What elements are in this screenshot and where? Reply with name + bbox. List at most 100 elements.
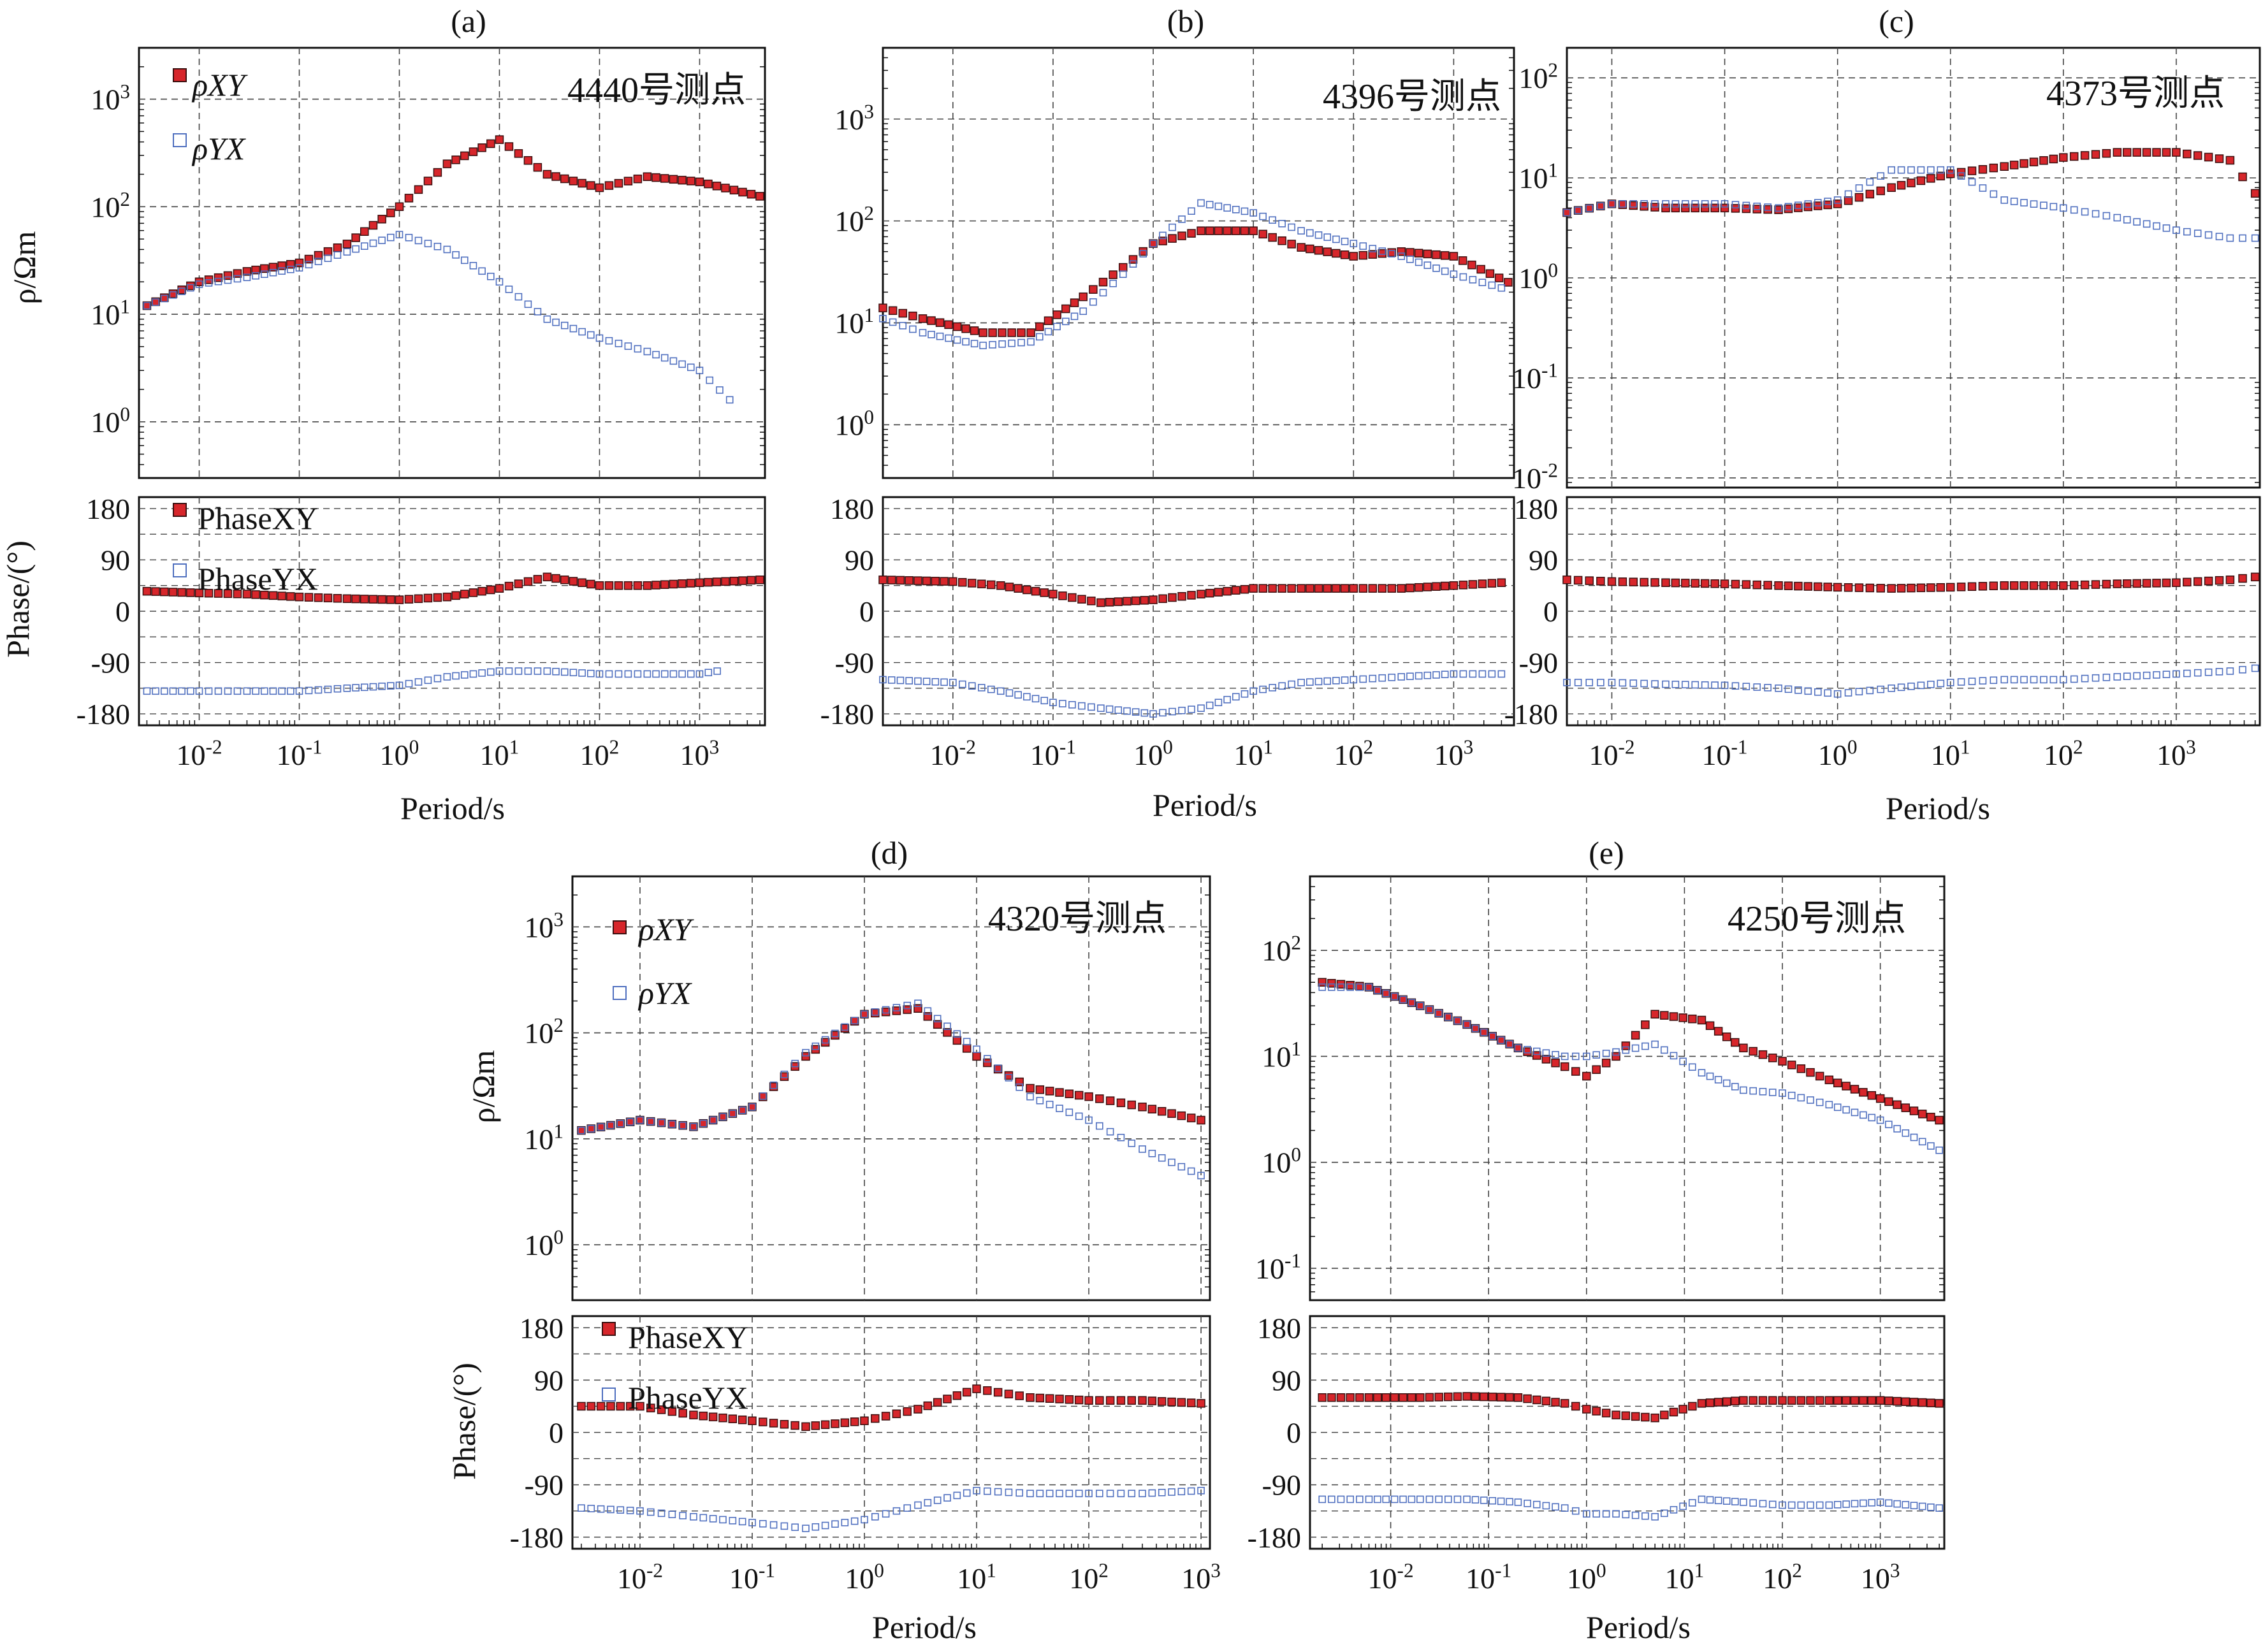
- phase-xy-point: [718, 1413, 727, 1423]
- rho-xy-point: [1105, 1096, 1115, 1105]
- rho-tick-label: 102: [834, 202, 874, 237]
- phase-xy-point: [708, 1412, 718, 1421]
- rho-yx-point: [1825, 1101, 1833, 1109]
- rho-yx-point: [478, 267, 486, 275]
- legend-xy-marker: [613, 920, 627, 934]
- phase-yx-point: [1397, 673, 1406, 681]
- phase-yx-point: [1532, 1500, 1541, 1509]
- panel-b: (b) 4396号测点 Period/s: [1153, 3, 1501, 823]
- phase-xy-point: [1077, 595, 1086, 604]
- rho-yx-point: [187, 284, 194, 292]
- rho-xy-point: [1629, 201, 1638, 210]
- phase-xy-point: [1140, 596, 1149, 605]
- rho-xy-point: [1722, 1032, 1731, 1041]
- phase-xy-point: [881, 1412, 891, 1421]
- rho-yx-point: [143, 301, 151, 310]
- rho-yx-point: [1148, 1150, 1156, 1157]
- rho-xy-point: [1989, 163, 1998, 173]
- rho-xy-point: [2009, 161, 2019, 170]
- phase-yx-point: [1187, 1487, 1195, 1495]
- phase-yx-point: [2215, 668, 2223, 676]
- rho-xy-point: [898, 308, 908, 318]
- phase-xy-point: [2000, 581, 2009, 590]
- phase-xy-point: [1794, 581, 1803, 591]
- rho-tick-label: 102: [1518, 59, 1558, 94]
- rho-yx-point: [1689, 1063, 1696, 1071]
- phase-yx-point: [1197, 704, 1205, 712]
- rho-xy-point: [606, 1120, 615, 1130]
- phase-xy-point: [1432, 582, 1441, 591]
- phase-yx-point: [1139, 1489, 1146, 1498]
- panel-d-legend: ρXY ρYX PhaseXY PhaseYX: [602, 911, 748, 1416]
- rho-yx-point: [1779, 1089, 1786, 1097]
- phase-yx-point: [669, 670, 678, 678]
- rho-yx-point: [963, 1038, 971, 1046]
- phase-yx-point: [1918, 1502, 1926, 1511]
- rho-yx-point: [552, 318, 560, 326]
- rho-yx-point: [979, 342, 987, 349]
- phase-yx-point: [1488, 1496, 1497, 1505]
- rho-xy-point: [1763, 205, 1772, 214]
- rho-xy-point: [1884, 1097, 1893, 1106]
- rho-yx-point: [1056, 1105, 1063, 1112]
- phase-xy-point: [1340, 584, 1350, 593]
- phase-yx-point: [1640, 679, 1648, 688]
- phase-yx-point: [1388, 674, 1396, 681]
- phase-xy-point: [1364, 1393, 1374, 1402]
- rho-xy-point: [1098, 277, 1108, 287]
- phase-xy-point: [687, 579, 695, 588]
- phase-xy-point: [1186, 1398, 1196, 1407]
- phase-yx-point: [160, 687, 168, 695]
- rho-tick-label: 10-2: [1512, 459, 1558, 494]
- phase-xy-point: [1629, 577, 1638, 586]
- panel-a-xlabel: Period/s: [400, 790, 505, 826]
- phase-yx-point: [1435, 1495, 1443, 1503]
- rho-yx-point: [1714, 1076, 1722, 1083]
- phase-tick-label: 0: [859, 595, 874, 628]
- phase-yx-point: [1278, 682, 1286, 690]
- rho-yx-point: [169, 291, 177, 299]
- phase-yx-point: [1177, 1488, 1186, 1496]
- phase-xy-point: [1453, 1392, 1462, 1402]
- rho-yx-point: [953, 1030, 961, 1038]
- rho-xy-point: [1004, 1071, 1014, 1080]
- phase-xy-point: [820, 1420, 830, 1430]
- rho-yx-point: [1917, 166, 1925, 174]
- phase-xy-point: [160, 587, 169, 597]
- phase-xy-point: [1346, 1393, 1355, 1402]
- rho-yx-point: [2030, 200, 2038, 208]
- rho-xy-point: [1444, 1012, 1453, 1022]
- rho-xy-point: [1387, 248, 1397, 257]
- rho-yx-point: [1435, 1010, 1443, 1017]
- phase-yx-point: [1158, 1488, 1166, 1496]
- rho-yx-point: [1885, 1120, 1893, 1129]
- rho-yx-point: [405, 233, 413, 242]
- rho-yx-point: [1178, 215, 1186, 223]
- x-tick-label: 10-2: [176, 736, 222, 771]
- rho-yx-point: [1350, 240, 1358, 247]
- rho-xy-point: [903, 1005, 912, 1014]
- panel-1-plots: 103 102 101 100 180 90 0 -90 -180 10-2 10-1 100 101 1…: [820, 47, 1515, 771]
- rho-xy-point: [1052, 310, 1061, 319]
- rho-xy-point: [1893, 1100, 1902, 1110]
- phase-xy-point: [504, 581, 514, 591]
- phase-yx-point: [738, 1518, 746, 1526]
- phase-xy-point: [1571, 1402, 1580, 1411]
- phase-xy-point: [1601, 1409, 1611, 1417]
- phase-yx-point: [1441, 670, 1449, 678]
- phase-yx-point: [2143, 671, 2151, 679]
- rho-yx-point: [780, 1070, 789, 1078]
- rho-yx-point: [738, 1106, 746, 1114]
- rho-yx-point: [1314, 231, 1323, 239]
- rho-yx-point: [2239, 234, 2246, 242]
- phase-xy-point: [286, 592, 295, 601]
- rho-yx-point: [514, 293, 523, 301]
- rho-yx-point: [1469, 276, 1477, 284]
- rho-yx-point: [899, 322, 907, 330]
- rho-xy-point: [323, 247, 333, 256]
- rho-yx-point: [889, 318, 897, 326]
- rho-xy-point: [486, 139, 495, 149]
- rho-xy-point: [2039, 156, 2048, 165]
- phase-xy-point: [386, 595, 395, 604]
- phase-xy-point: [2091, 580, 2100, 589]
